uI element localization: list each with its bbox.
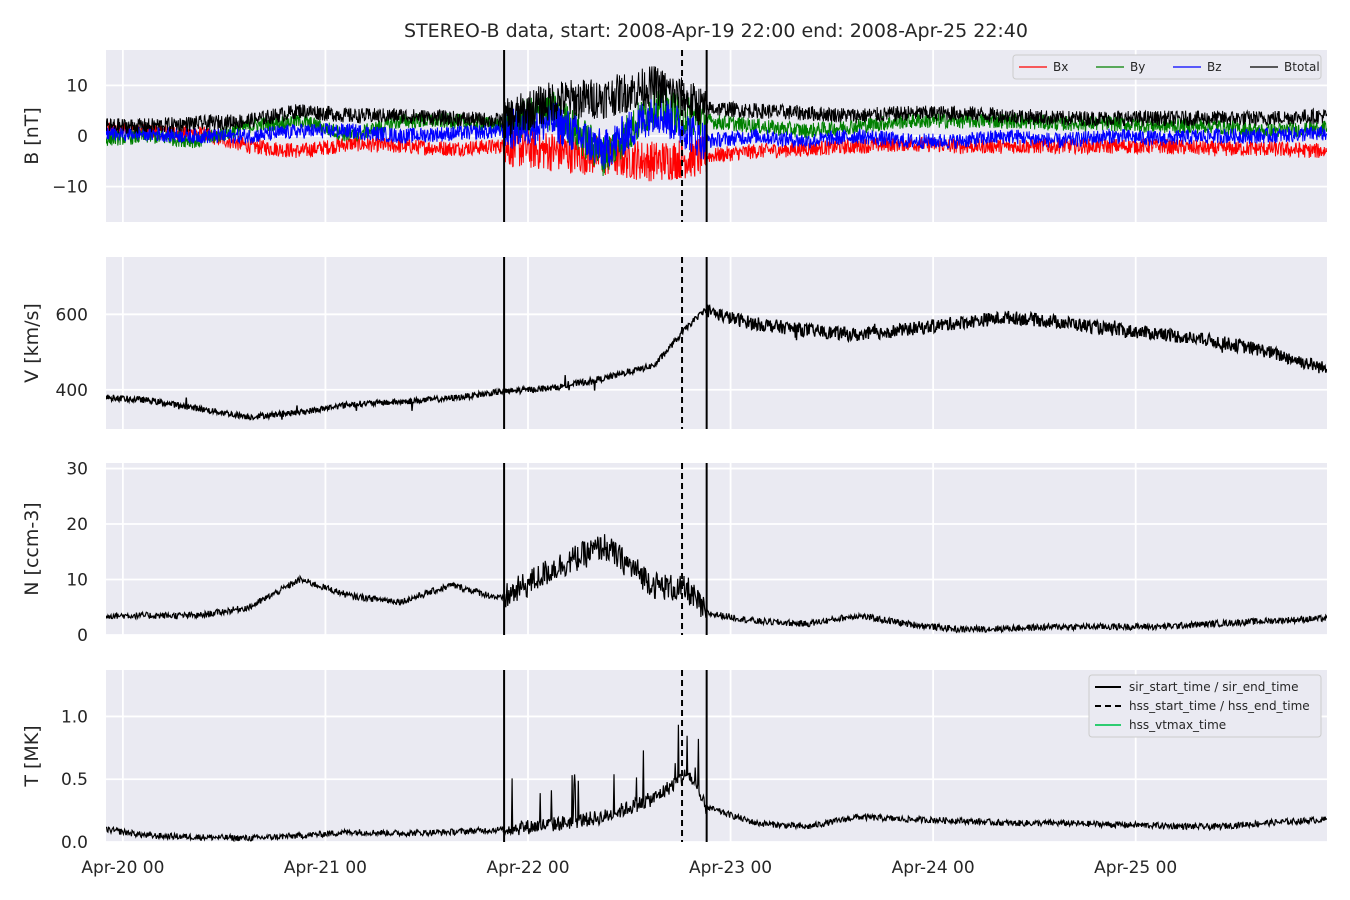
legend-label: sir_start_time / sir_end_time [1129, 680, 1299, 694]
y-tick-label: 10 [66, 571, 88, 591]
x-tick-label: Apr-24 00 [892, 858, 975, 878]
legend-label: Bz [1207, 60, 1222, 74]
plot-area [106, 463, 1327, 635]
marker-legend: sir_start_time / sir_end_time hss_start_t… [1088, 674, 1322, 738]
series-line-bz [106, 95, 1327, 170]
series-line-btotal [106, 66, 1327, 139]
x-tick-label: Apr-21 00 [284, 858, 367, 878]
y-axis-label: T [MK] [21, 725, 43, 787]
legend-label: Bx [1053, 60, 1068, 74]
b-legend: Bx By Bz Btotal [1012, 54, 1322, 80]
panel-3: 0 10 20 30 N [ccm-3] [21, 460, 1327, 646]
y-axis-label: B [nT] [21, 107, 43, 165]
y-tick-label: 0 [77, 127, 88, 147]
chart-title: STEREO-B data, start: 2008-Apr-19 22:00 … [404, 20, 1028, 42]
series-line-bx [106, 120, 1327, 182]
legend-label: hss_start_time / hss_end_time [1129, 699, 1310, 713]
series-group [106, 724, 1327, 842]
y-tick-label: 0.0 [61, 833, 88, 853]
series-line [106, 724, 1327, 842]
x-tick-label: Apr-23 00 [689, 858, 772, 878]
y-tick-label: 400 [56, 381, 88, 401]
panels: −10 0 10 B [nT] Bx By Bz Btotal 400 600 V [km/s] 0 1… [21, 50, 1327, 878]
y-tick-label: −10 [52, 178, 88, 198]
y-tick-label: 0 [77, 626, 88, 646]
y-tick-label: 20 [66, 515, 88, 535]
panel-1: −10 0 10 B [nT] Bx By Bz Btotal [21, 50, 1327, 222]
x-tick-label: Apr-22 00 [486, 858, 569, 878]
marker-legend-box [1088, 674, 1322, 738]
panel-4: 0.0 0.5 1.0 T [MK] sir_start_time / sir_end_… [21, 670, 1327, 878]
y-axis-label: N [ccm-3] [21, 502, 43, 595]
series-line [106, 304, 1327, 421]
y-tick-label: 600 [56, 305, 88, 325]
legend-label: Btotal [1284, 60, 1320, 74]
x-tick-label: Apr-25 00 [1094, 858, 1177, 878]
series-group [106, 66, 1327, 182]
b-legend-box [1012, 54, 1322, 80]
x-tick-label: Apr-20 00 [81, 858, 164, 878]
panel-2: 400 600 V [km/s] [21, 257, 1327, 429]
y-tick-label: 0.5 [61, 770, 88, 790]
y-tick-label: 30 [66, 460, 88, 480]
legend-label: By [1130, 60, 1145, 74]
series-group [106, 534, 1327, 634]
y-tick-label: 10 [66, 76, 88, 96]
series-group [106, 304, 1327, 421]
y-axis-label: V [km/s] [21, 303, 43, 383]
y-tick-label: 1.0 [61, 707, 88, 727]
series-line [106, 534, 1327, 634]
legend-label: hss_vtmax_time [1129, 718, 1226, 732]
series-line-by [106, 85, 1327, 177]
plot-area [106, 257, 1327, 429]
